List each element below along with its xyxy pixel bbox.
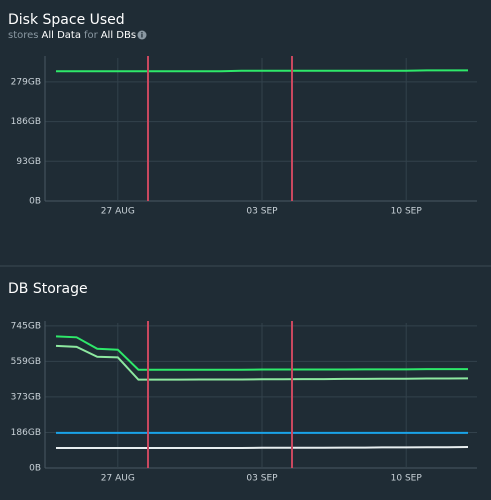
x-tick-label: 27 AUG [101,474,135,484]
info-icon[interactable] [137,30,147,40]
series-line [56,69,468,73]
x-tick-label: 10 SEP [391,474,423,484]
x-tick-label: 10 SEP [391,207,423,217]
chart-subtitle: stores All Data for All DBs [8,30,136,41]
subtitle-part: All DBs [101,30,136,41]
y-tick-label: 186GB [11,428,41,438]
series-line [55,335,468,371]
x-tick-label: 03 SEP [246,474,278,484]
y-tick-label: 745GB [11,321,41,331]
subtitle-part: All Data [42,30,81,41]
series-line [55,344,469,381]
y-tick-label: 0B [29,464,41,474]
x-tick-label: 27 AUG [101,207,135,217]
subtitle-part: for [84,30,99,41]
y-tick-label: 373GB [11,392,41,402]
y-tick-label: 279GB [11,77,41,87]
y-tick-label: 186GB [11,117,41,127]
y-tick-label: 0B [29,197,41,207]
info-icon-glyph: i [141,32,143,40]
subtitle-part: stores [8,30,39,41]
series-line [56,446,469,449]
y-tick-label: 93GB [16,157,41,167]
chart-title: DB Storage [8,281,88,297]
y-tick-label: 559GB [11,357,41,367]
x-tick-label: 03 SEP [246,207,278,217]
chart-title: Disk Space Used [8,12,125,28]
